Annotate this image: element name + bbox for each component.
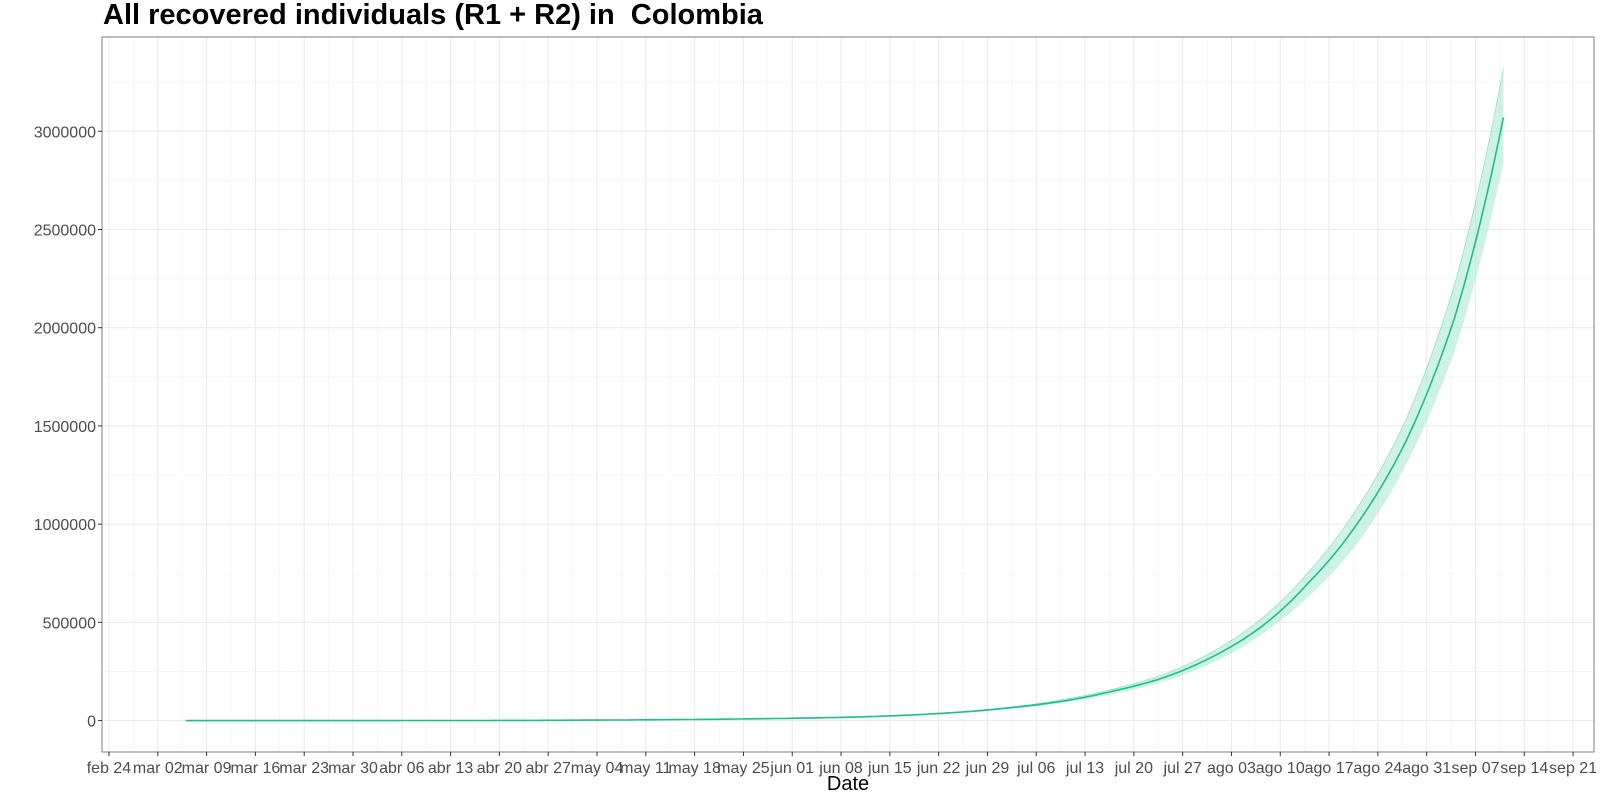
x-tick-label: sep 14 bbox=[1500, 760, 1548, 777]
x-tick-label: may 18 bbox=[668, 760, 721, 777]
x-tick-label: ago 17 bbox=[1305, 760, 1354, 777]
x-tick-label: jun 22 bbox=[916, 760, 961, 777]
x-tick-label: mar 09 bbox=[182, 760, 232, 777]
y-axis: 0 500000 1000000 1500000 2000000 2500000 30000… bbox=[34, 124, 102, 731]
y-tick-label: 3000000 bbox=[34, 124, 96, 141]
x-tick-label: may 25 bbox=[717, 760, 770, 777]
x-tick-label: jun 08 bbox=[818, 760, 863, 777]
x-axis: feb 24 mar 02 mar 09 mar 16 mar 23 mar 30 abr … bbox=[87, 752, 1597, 777]
x-tick-label: sep 21 bbox=[1549, 760, 1597, 777]
x-axis-title: Date bbox=[827, 773, 869, 795]
panel-border bbox=[101, 36, 1595, 753]
x-tick-label: mar 16 bbox=[230, 760, 280, 777]
x-tick-label: may 11 bbox=[620, 760, 671, 777]
y-tick-label: 2500000 bbox=[34, 223, 96, 240]
y-tick-label: 0 bbox=[87, 714, 96, 731]
x-tick-label: may 04 bbox=[571, 760, 624, 777]
x-tick-label: mar 02 bbox=[133, 760, 183, 777]
x-tick-label: jul 06 bbox=[1016, 760, 1055, 777]
x-tick-label: jun 15 bbox=[867, 760, 912, 777]
x-tick-label: ago 10 bbox=[1256, 760, 1305, 777]
x-tick-label: mar 23 bbox=[279, 760, 329, 777]
y-tick-label: 1000000 bbox=[34, 517, 96, 534]
y-tick-label: 500000 bbox=[43, 615, 96, 632]
y-tick-label: 1500000 bbox=[34, 419, 96, 436]
x-tick-label: jul 20 bbox=[1114, 760, 1153, 777]
x-tick-label: abr 20 bbox=[477, 760, 522, 777]
x-tick-label: jul 13 bbox=[1065, 760, 1104, 777]
x-tick-label: jun 01 bbox=[769, 760, 814, 777]
x-tick-label: sep 07 bbox=[1451, 760, 1499, 777]
chart-title: All recovered individuals (R1 + R2) in C… bbox=[103, 0, 763, 31]
grid-layer bbox=[102, 37, 1594, 752]
x-tick-label: jun 29 bbox=[965, 760, 1010, 777]
series-upper-bound bbox=[185, 68, 1504, 721]
x-tick-label: feb 24 bbox=[87, 760, 132, 777]
x-tick-label: abr 27 bbox=[526, 760, 571, 777]
x-tick-label: abr 06 bbox=[379, 760, 424, 777]
x-tick-label: jul 27 bbox=[1163, 760, 1202, 777]
y-tick-label: 2000000 bbox=[34, 321, 96, 338]
x-tick-label: mar 30 bbox=[328, 760, 378, 777]
x-tick-label: ago 03 bbox=[1207, 760, 1256, 777]
x-tick-label: ago 31 bbox=[1402, 760, 1451, 777]
series-line bbox=[185, 117, 1505, 722]
line-layer bbox=[185, 68, 1505, 722]
x-tick-label: abr 13 bbox=[428, 760, 473, 777]
x-tick-label: ago 24 bbox=[1353, 760, 1402, 777]
